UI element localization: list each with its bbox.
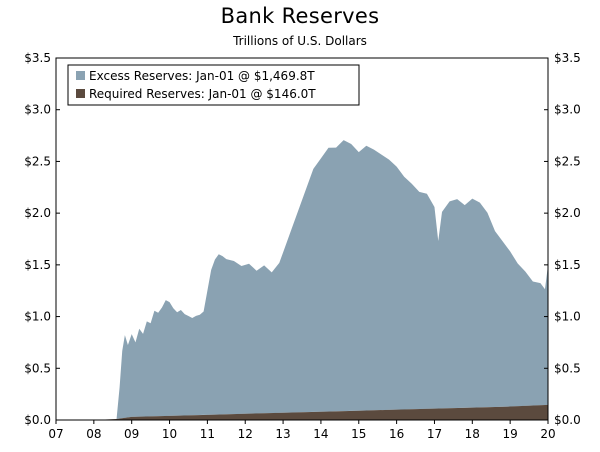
x-tick-label: 09 <box>124 427 139 441</box>
y-tick-label-left: $2.0 <box>24 206 51 220</box>
y-tick-label-left: $1.5 <box>24 258 51 272</box>
x-tick-label: 19 <box>503 427 518 441</box>
area-excess-reserves <box>56 140 548 420</box>
y-tick-label-left: $3.0 <box>24 103 51 117</box>
axis-layer: $0.0 $0.0 $0.5 $0.5 $1.0 $1.0 $1.5 $1.5 $2.0 $2.0… <box>24 51 580 441</box>
y-tick-label-left: $2.5 <box>24 154 51 168</box>
legend-swatch-required-reserves <box>76 89 85 98</box>
y-tick-label-right: $3.0 <box>554 103 581 117</box>
legend-label-excess-reserves: Excess Reserves: Jan-01 @ $1,469.8T <box>89 69 315 83</box>
x-tick-label: 16 <box>389 427 404 441</box>
chart-title: Bank Reserves <box>220 4 380 28</box>
x-tick-label: 07 <box>48 427 63 441</box>
chart-subtitle: Trillions of U.S. Dollars <box>233 34 367 48</box>
y-tick-label-right: $2.5 <box>554 154 581 168</box>
legend-box <box>67 64 360 106</box>
x-tick-label: 11 <box>200 427 215 441</box>
x-tick-label: 13 <box>275 427 290 441</box>
area-required-reserves <box>56 404 548 420</box>
y-tick-label-left: $3.5 <box>24 51 51 65</box>
x-tick-label: 08 <box>86 427 101 441</box>
y-tick-label-right: $0.0 <box>554 413 581 427</box>
x-tick-label: 12 <box>238 427 253 441</box>
x-tick-label: 10 <box>162 427 177 441</box>
legend: Excess Reserves: Jan-01 @ $1,469.8T Requ… <box>67 64 360 106</box>
y-tick-label-right: $1.5 <box>554 258 581 272</box>
legend-label-required-reserves: Required Reserves: Jan-01 @ $146.0T <box>89 87 316 101</box>
x-tick-label: 14 <box>313 427 328 441</box>
y-tick-label-left: $0.0 <box>24 413 51 427</box>
x-tick-label: 15 <box>351 427 366 441</box>
y-tick-label-left: $1.0 <box>24 310 51 324</box>
area-layer <box>56 140 548 420</box>
y-tick-label-right: $3.5 <box>554 51 581 65</box>
y-tick-label-left: $0.5 <box>24 361 51 375</box>
x-tick-label: 17 <box>427 427 442 441</box>
x-tick-label: 20 <box>540 427 555 441</box>
plot-frame <box>55 57 549 421</box>
y-tick-label-right: $2.0 <box>554 206 581 220</box>
y-tick-label-right: $1.0 <box>554 310 581 324</box>
x-tick-label: 18 <box>465 427 480 441</box>
legend-swatch-excess-reserves <box>76 71 85 80</box>
y-tick-label-right: $0.5 <box>554 361 581 375</box>
